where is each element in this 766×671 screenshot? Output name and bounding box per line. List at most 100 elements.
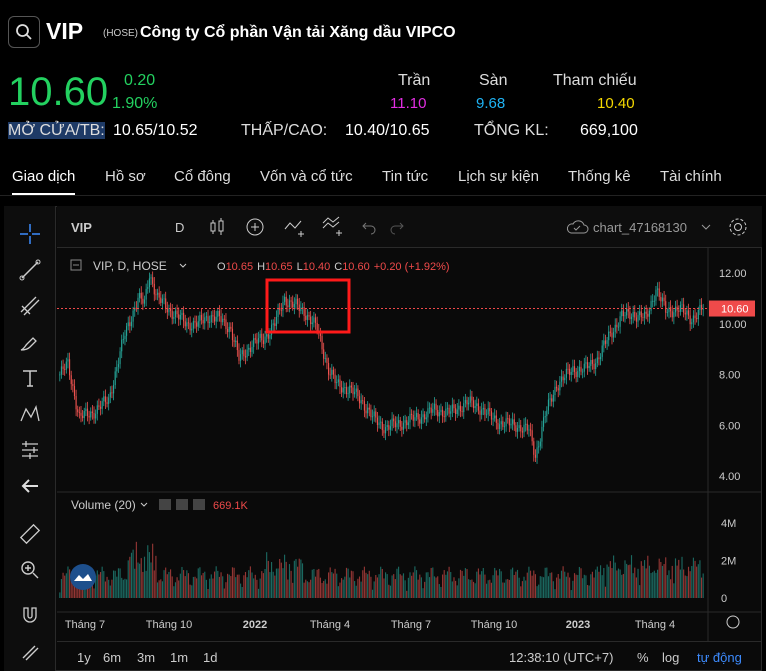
price-chart[interactable]: 12.00 10.00 8.00 6.00 4.00 4M 2M 0 Tháng 7 Thán… (57, 248, 762, 641)
magnet-icon[interactable] (18, 604, 42, 628)
candle-body (156, 292, 159, 295)
toolbar-symbol[interactable]: VIP (71, 220, 92, 235)
volume-bar (59, 592, 61, 598)
add-indicator-icon[interactable] (245, 217, 265, 237)
range-3m[interactable]: 3m (137, 650, 156, 665)
candle-body (438, 412, 440, 417)
settings-gear-icon[interactable] (727, 216, 749, 238)
search-button[interactable] (8, 16, 40, 48)
candle-body (316, 322, 318, 331)
eye-icon[interactable] (159, 499, 171, 510)
volume-bar (613, 555, 615, 598)
candle-body (414, 417, 416, 421)
candle-body (244, 356, 247, 358)
candle-body (671, 311, 673, 318)
auto-scale-toggle[interactable]: tự động (697, 650, 742, 665)
candle-body (378, 422, 380, 426)
tab-profile[interactable]: Hồ sơ (105, 168, 146, 185)
crosshair-icon[interactable] (18, 222, 42, 246)
tab-trading[interactable]: Giao dịch (12, 168, 76, 195)
volume-bar (665, 557, 667, 598)
prediction-tool-icon[interactable] (18, 438, 42, 462)
candle-body (350, 385, 352, 388)
time-axis-label: Tháng 7 (65, 619, 105, 631)
volume-bar (437, 576, 439, 598)
candle-body (622, 310, 624, 316)
volume-bar (72, 574, 74, 598)
log-toggle[interactable]: log (662, 650, 680, 665)
volume-bar (205, 579, 207, 598)
candle-body (595, 363, 597, 370)
range-6m[interactable]: 6m (103, 650, 122, 665)
candle-body (279, 307, 281, 310)
back-arrow-icon[interactable] (18, 474, 42, 498)
fib-tool-icon[interactable] (18, 294, 42, 318)
volume-bar (420, 577, 422, 598)
compare-icon[interactable] (283, 217, 307, 237)
candle-body (440, 409, 442, 413)
volume-bar (264, 569, 266, 598)
candle-body (236, 340, 238, 351)
trend-line-icon[interactable] (18, 258, 42, 282)
chart-name[interactable]: chart_47168130 (593, 220, 687, 235)
price-change: 0.20 (124, 72, 156, 89)
volume-bar (464, 568, 466, 598)
candle-body (274, 323, 276, 326)
text-tool-icon[interactable] (18, 366, 42, 390)
candle-body (565, 368, 567, 378)
volume-bar (616, 570, 618, 598)
volume-bar (202, 572, 204, 598)
interval-selector[interactable]: D (175, 220, 185, 235)
tab-statistics[interactable]: Thống kê (568, 168, 631, 185)
zoom-in-icon[interactable] (18, 558, 42, 582)
volume-bar (200, 575, 203, 598)
tab-news[interactable]: Tin tức (382, 168, 429, 185)
close-icon[interactable] (193, 499, 205, 510)
range-1m[interactable]: 1m (170, 650, 189, 665)
volume-bar (643, 560, 646, 598)
tab-events[interactable]: Lịch sự kiện (458, 168, 539, 185)
candle-body (311, 322, 313, 325)
legend-title[interactable]: VIP, D, HOSE (93, 259, 167, 273)
highlight-box (265, 278, 351, 334)
volume-bar (528, 566, 530, 598)
cloud-save-icon[interactable] (565, 218, 589, 236)
volume-title[interactable]: Volume (20) (71, 498, 136, 512)
candle-body (402, 422, 405, 430)
candle-body (375, 411, 377, 418)
timezone-gear-icon[interactable] (726, 615, 740, 629)
candle-body (630, 316, 633, 320)
candle-type-icon[interactable] (207, 217, 227, 237)
volume-bar (394, 579, 396, 598)
brush-icon[interactable] (18, 330, 42, 354)
volume-bar (702, 573, 704, 598)
chevron-down-icon[interactable] (701, 223, 711, 231)
settings-icon[interactable] (176, 499, 188, 510)
lock-drawing-icon[interactable] (18, 640, 42, 664)
candle-body (282, 301, 284, 311)
candle-body (168, 308, 170, 313)
pattern-tool-icon[interactable] (18, 402, 42, 426)
redo-icon[interactable] (389, 219, 405, 235)
candle-body (60, 366, 63, 375)
percent-toggle[interactable]: % (637, 650, 649, 665)
candle-body (507, 418, 509, 420)
ruler-icon[interactable] (18, 522, 42, 546)
undo-icon[interactable] (361, 219, 377, 235)
volume-bar (282, 568, 284, 598)
tab-financials[interactable]: Tài chính (660, 168, 722, 185)
indicators-icon[interactable] (321, 215, 345, 237)
range-1y[interactable]: 1y (77, 650, 91, 665)
tradingview-logo-icon[interactable] (70, 564, 96, 590)
candle-body (347, 393, 349, 395)
tab-capital-dividends[interactable]: Vốn và cổ tức (260, 168, 353, 185)
candle-body (554, 386, 556, 395)
tab-shareholders[interactable]: Cổ đông (174, 168, 231, 185)
volume-bar (140, 558, 142, 598)
candle-body (344, 387, 346, 388)
candle-body (551, 398, 553, 402)
volume-bar (508, 579, 510, 598)
volume-bar (455, 580, 457, 598)
volume-bar (277, 568, 279, 598)
range-1d[interactable]: 1d (203, 650, 218, 665)
